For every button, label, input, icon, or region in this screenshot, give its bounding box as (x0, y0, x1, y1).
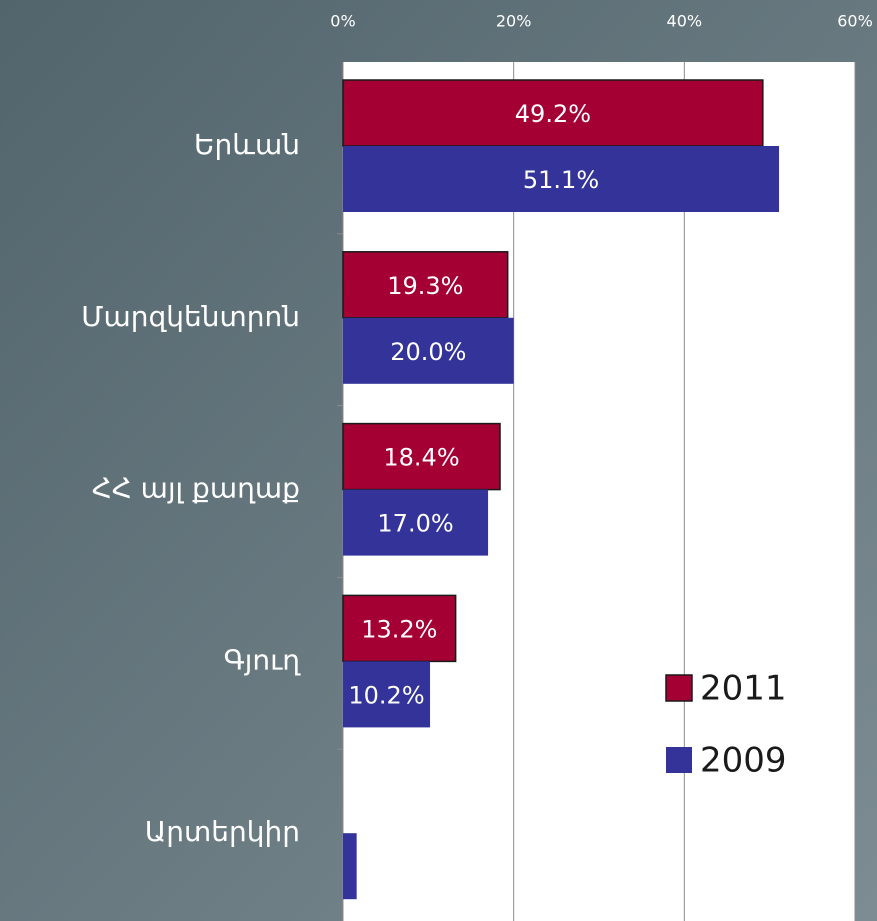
legend-swatch (666, 747, 692, 773)
value-label: 17.0% (377, 510, 453, 538)
value-label: 49.2% (515, 100, 591, 128)
y-tick-label: Երևան (194, 128, 300, 161)
y-tick-label: ՀՀ այլ քաղաք (92, 472, 300, 505)
y-tick-label: Արտերկիր (145, 815, 300, 848)
chart: 0% 20% 40% 60% Երևան 49.2% 51.1% Մարզկենտրոն 19.… (0, 0, 877, 921)
x-tick-label: 60% (837, 12, 873, 31)
x-tick-label: 20% (496, 12, 532, 31)
x-tick-label: 0% (330, 12, 355, 31)
legend-label: 2011 (700, 669, 787, 709)
legend-label: 2009 (700, 741, 787, 781)
value-label: 19.3% (387, 272, 463, 300)
x-tick-label: 40% (667, 12, 703, 31)
y-tick-label: Գյուղ (224, 643, 302, 676)
page: 0% 20% 40% 60% Երևան 49.2% 51.1% Մարզկենտրոն 19.… (0, 0, 877, 921)
value-label: 20.0% (390, 338, 466, 366)
value-label: 13.2% (361, 615, 437, 643)
bar (343, 833, 357, 899)
legend-swatch (666, 675, 692, 701)
y-tick-label: Մարզկենտրոն (81, 300, 300, 333)
value-label: 51.1% (523, 166, 599, 194)
value-label: 10.2% (348, 681, 424, 709)
value-label: 18.4% (383, 444, 459, 472)
